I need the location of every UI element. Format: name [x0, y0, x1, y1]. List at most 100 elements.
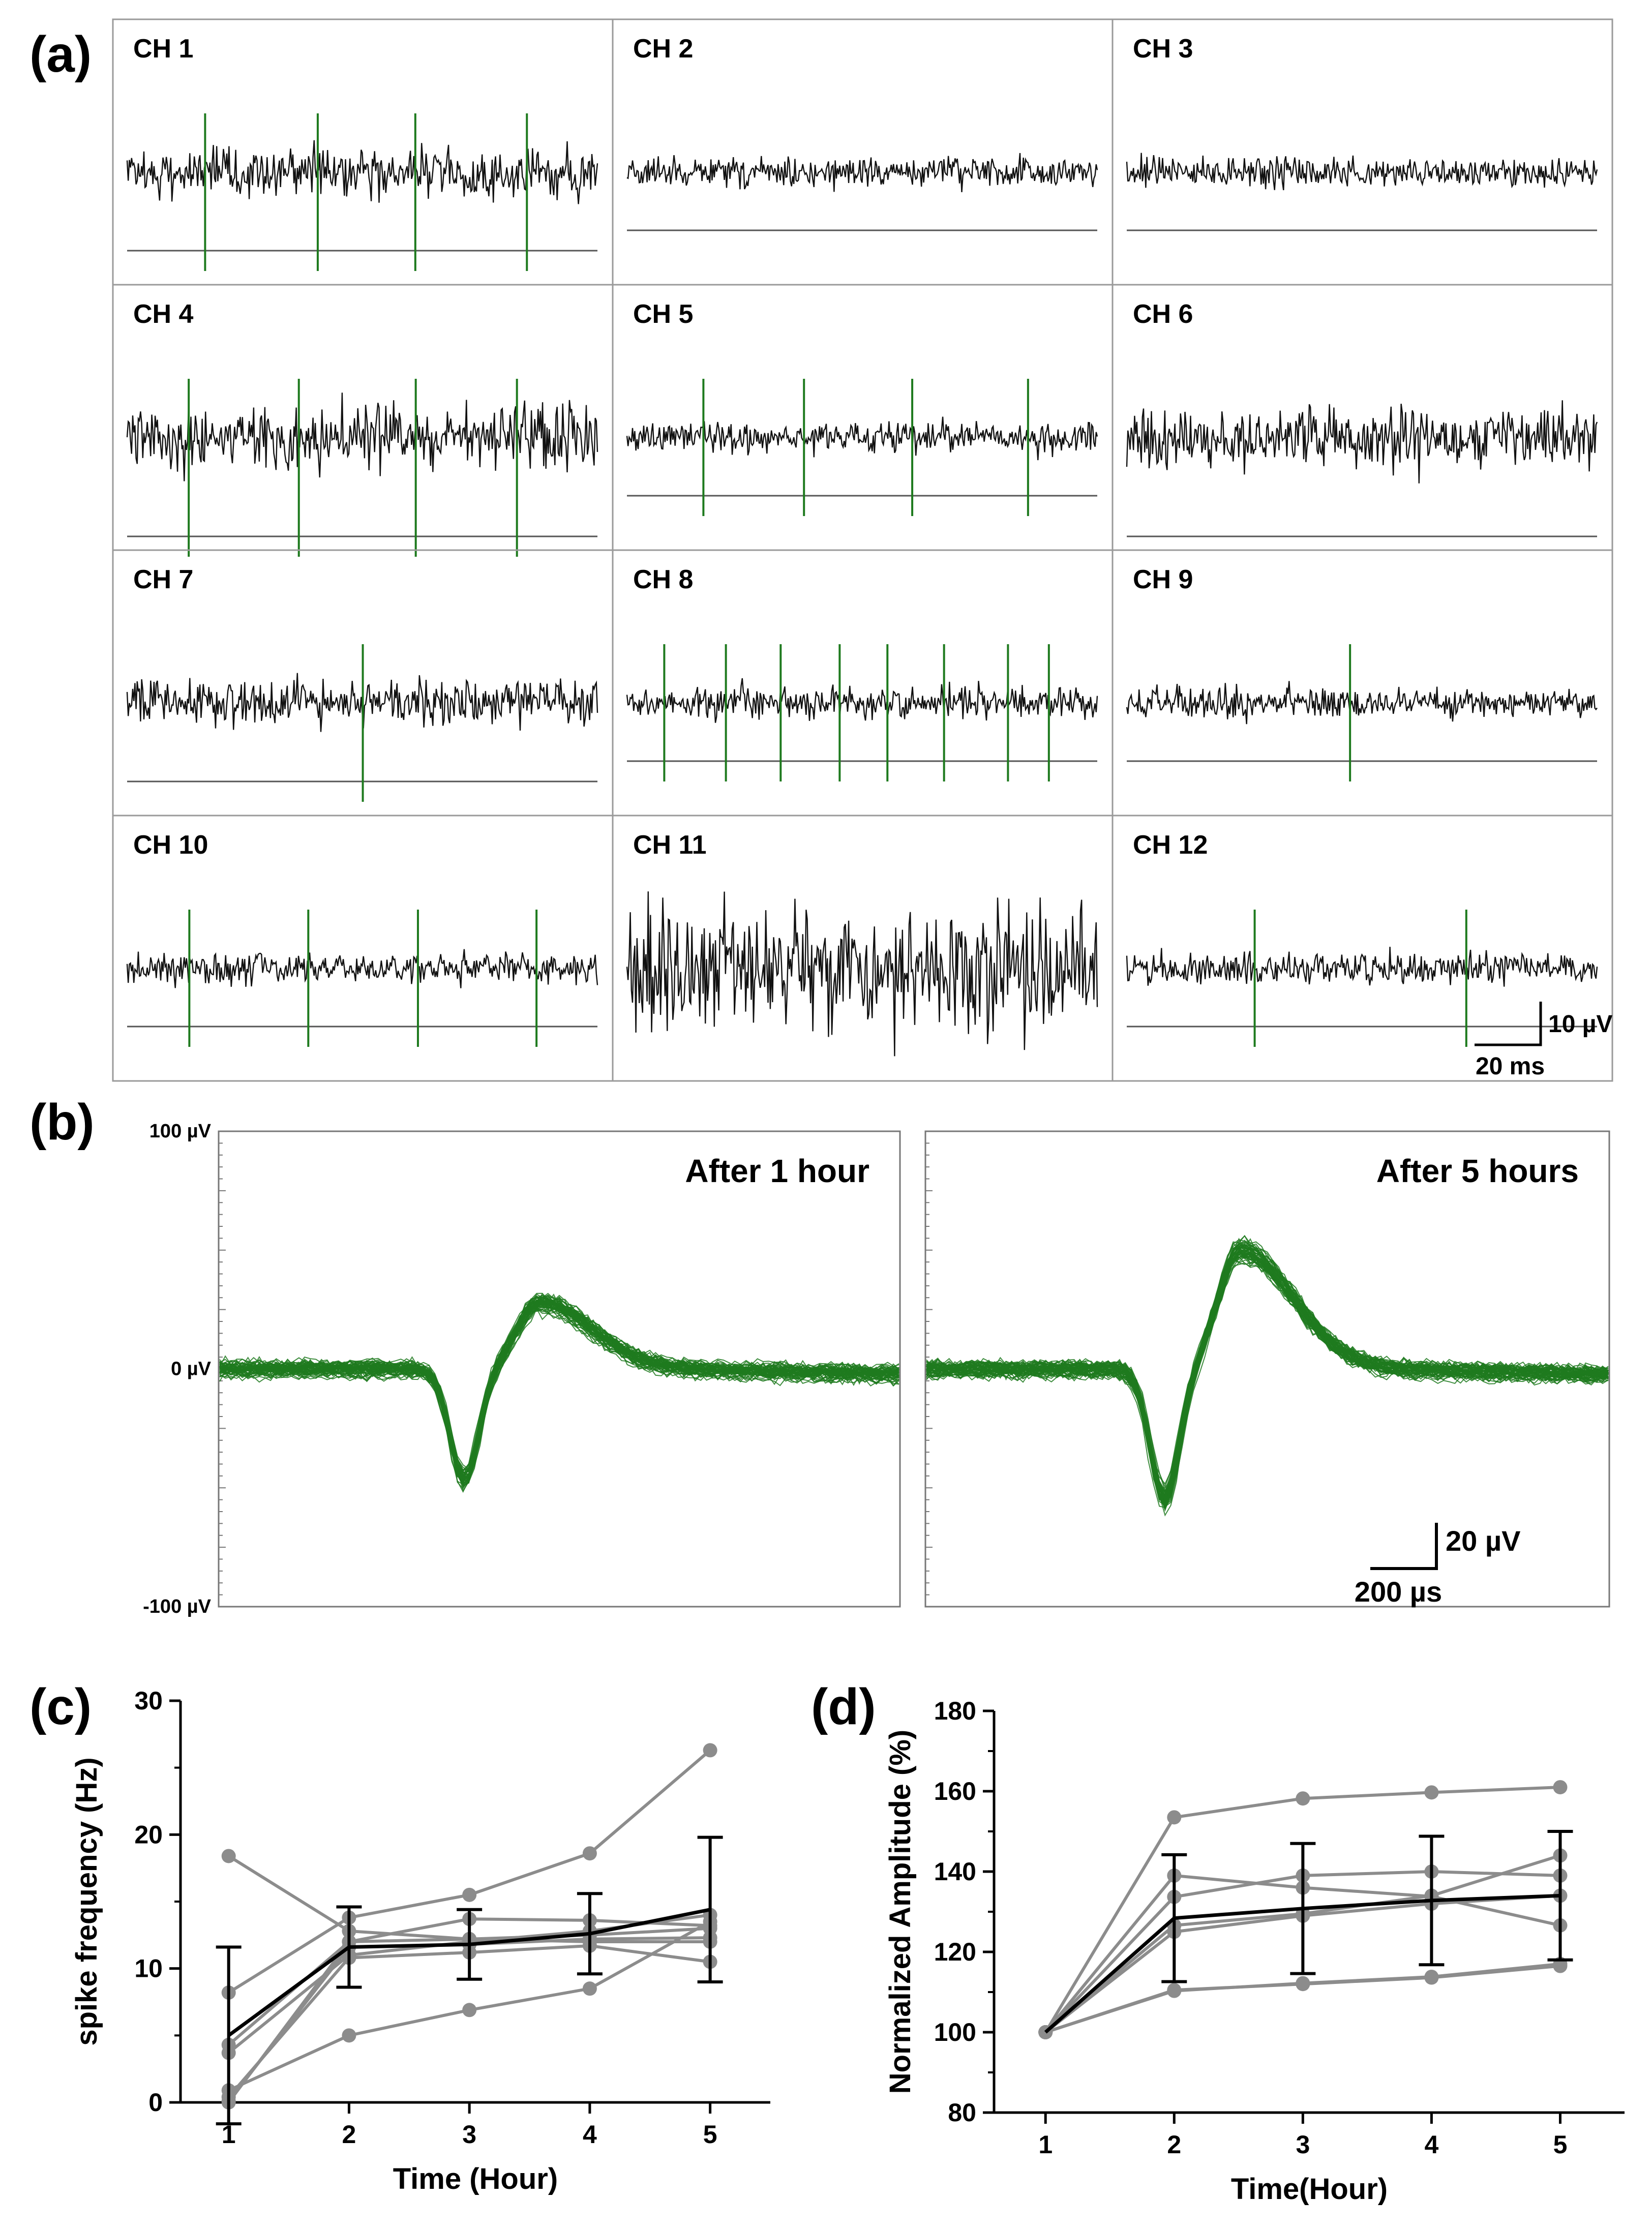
waveform-trace	[219, 1304, 899, 1483]
waveform-trace	[219, 1301, 899, 1473]
mean-series	[1044, 1830, 1573, 2034]
channel-label: CH 2	[633, 34, 693, 64]
panel-b-waveforms: 100 µV 0 µV -100 µV After 1 hour After 5 hou…	[143, 1121, 1610, 1617]
waveform-traces	[926, 1234, 1609, 1517]
individual-point	[221, 1849, 236, 1863]
waveform-trace	[219, 1300, 899, 1477]
channel-label: CH 7	[133, 565, 193, 594]
channel-cell: CH 3	[1112, 18, 1613, 286]
channel-cell: CH 7	[112, 549, 614, 817]
channel-label: CH 1	[133, 34, 193, 64]
x-tick-label: 4	[583, 2120, 597, 2149]
y-tick-label: 10	[134, 1954, 163, 1983]
x-tick-label: 2	[1167, 2130, 1181, 2159]
individual-point	[1296, 1791, 1310, 1806]
channel-cell-border	[1112, 815, 1613, 1082]
panel-d-letter: (d)	[811, 1678, 876, 1735]
panel-d-normalized-amplitude-chart: 80 100 120 140 160 180 1 2 3 4 5 Time(Hour) Normaliz…	[884, 1697, 1625, 2206]
waveform-trace	[219, 1299, 899, 1478]
individual-point	[342, 2028, 356, 2043]
waveform-title: After 5 hours	[1376, 1153, 1579, 1189]
channel-trace	[126, 949, 598, 988]
waveform-trace	[219, 1296, 899, 1483]
waveform-trace	[219, 1298, 899, 1490]
waveform-trace	[219, 1292, 899, 1484]
y-tick-label: 120	[934, 1938, 976, 1966]
waveform-trace	[219, 1302, 899, 1470]
waveform-trace	[219, 1299, 899, 1470]
waveform-trace	[219, 1296, 899, 1471]
individual-point	[462, 2003, 477, 2017]
channel-cell: CH 4	[112, 284, 614, 557]
waveform-trace	[219, 1299, 899, 1478]
waveform-trace	[219, 1306, 899, 1485]
waveform-trace	[219, 1293, 899, 1487]
scale-bar-time: 200 µs	[1355, 1576, 1442, 1608]
x-axis-title: Time (Hour)	[393, 2162, 558, 2195]
channel-label: CH 9	[1133, 565, 1193, 594]
channel-label: CH 4	[133, 299, 194, 329]
y-axis-title: spike frequency (Hz)	[70, 1757, 103, 2045]
y-tick-label: 0 µV	[171, 1359, 212, 1380]
individual-point	[582, 1846, 597, 1861]
waveform-trace	[926, 1256, 1609, 1511]
individual-point	[1553, 1780, 1568, 1795]
waveform-trace	[926, 1248, 1609, 1506]
scale-bar	[1475, 1002, 1542, 1046]
channel-label: CH 8	[633, 565, 693, 594]
waveform-trace	[219, 1297, 899, 1488]
waveform-trace	[219, 1303, 899, 1485]
channel-trace	[1126, 947, 1598, 987]
waveform-trace	[926, 1249, 1609, 1517]
individual-point	[1296, 1976, 1310, 1991]
waveform-trace	[926, 1259, 1609, 1508]
individual-point	[1167, 1983, 1182, 1998]
channel-trace	[1126, 681, 1598, 725]
individual-point	[1167, 1810, 1182, 1825]
waveform-trace	[219, 1301, 899, 1484]
waveform-trace	[219, 1302, 899, 1483]
waveform-trace	[219, 1294, 899, 1487]
waveform-trace	[219, 1293, 899, 1485]
waveform-trace	[219, 1298, 899, 1479]
waveform-trace	[219, 1301, 899, 1476]
channel-cell: CH 5	[612, 284, 1114, 551]
waveform-trace	[219, 1297, 899, 1483]
scale-bar-time: 20 ms	[1476, 1053, 1545, 1080]
y-tick-label: 100	[934, 2018, 976, 2046]
waveform-trace	[219, 1309, 899, 1480]
waveform-trace	[926, 1250, 1609, 1509]
waveform-trace	[219, 1300, 899, 1474]
channel-trace	[126, 393, 598, 481]
waveform-trace	[219, 1297, 899, 1473]
channel-label: CH 11	[633, 830, 707, 860]
channel-cell: CH 6	[1112, 284, 1613, 551]
waveform-trace	[219, 1309, 899, 1492]
waveform-trace	[219, 1307, 899, 1475]
channel-trace	[626, 153, 1098, 192]
individual-point	[1424, 1969, 1439, 1984]
waveform-trace	[219, 1309, 899, 1487]
channel-cell: CH 11	[612, 815, 1114, 1082]
waveform-trace	[219, 1307, 899, 1478]
x-tick-label: 4	[1425, 2130, 1439, 2159]
channel-trace	[626, 891, 1098, 1057]
channel-label: CH 3	[1133, 34, 1193, 64]
mean-series	[216, 1835, 723, 2126]
channel-label: CH 12	[1133, 830, 1208, 860]
individual-series-line	[1045, 1964, 1560, 2034]
x-axis-title: Time(Hour)	[1231, 2173, 1388, 2206]
y-tick-label: 20	[134, 1820, 163, 1849]
waveform-trace	[926, 1234, 1609, 1504]
channel-cell: CH 12	[1112, 815, 1613, 1082]
waveform-trace	[219, 1306, 899, 1481]
waveform-trace	[219, 1302, 899, 1477]
panel-b-letter: (b)	[29, 1094, 95, 1151]
waveform-trace	[219, 1296, 899, 1479]
x-tick-label: 3	[462, 2120, 476, 2149]
channel-cell: CH 8	[612, 549, 1114, 817]
individual-series	[1038, 1780, 1568, 2039]
channel-trace	[626, 678, 1098, 723]
individual-point	[703, 1743, 717, 1758]
individual-point	[582, 1981, 597, 1996]
